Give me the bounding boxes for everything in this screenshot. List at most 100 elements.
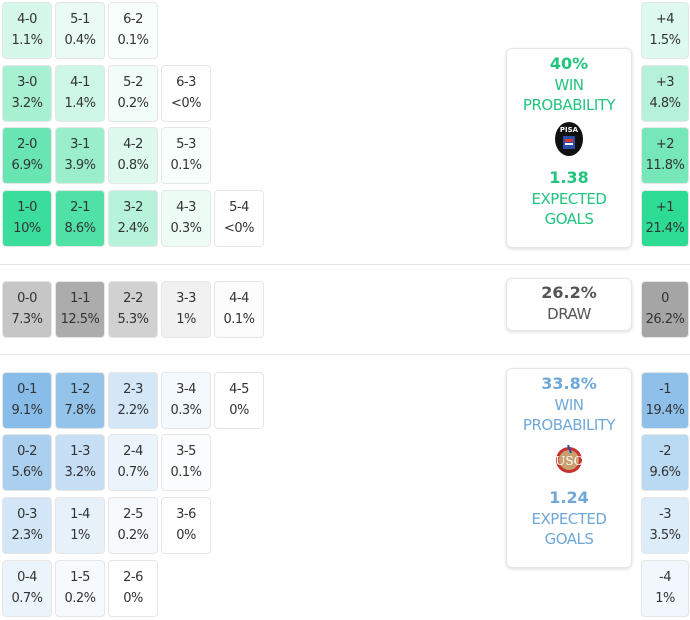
score-probability: 2.3% <box>11 528 43 543</box>
score-label: +3 <box>655 75 675 90</box>
away-score-cell: 0-4 0.7% <box>2 560 52 617</box>
draw-score-cell: 4-4 0.1% <box>214 281 264 338</box>
home-score-cell: 1-0 10% <box>2 190 52 247</box>
home-score-cell: +1 21.4% <box>641 190 689 247</box>
score-label: -2 <box>659 444 671 459</box>
score-label: 1-5 <box>70 570 90 585</box>
away-score-cell: -1 19.4% <box>641 372 689 429</box>
score-label: 3-4 <box>176 382 196 397</box>
away-score-cell: 2-5 0.2% <box>108 497 158 554</box>
score-probability: 1.1% <box>11 33 43 48</box>
home-score-cell: 3-0 3.2% <box>2 65 52 122</box>
draw-pct: 26.2% <box>541 283 597 302</box>
score-label: 4-5 <box>229 382 249 397</box>
score-label: 2-6 <box>123 570 143 585</box>
score-probability: 7.3% <box>11 312 43 327</box>
home-win-card: 40% WIN PROBABILITY PISA 1.38 EXPECTED G… <box>506 48 632 248</box>
score-label: 3-6 <box>176 507 196 522</box>
score-probability: 1% <box>70 528 90 543</box>
score-probability: 0.7% <box>11 591 43 606</box>
score-probability: 1.5% <box>649 33 681 48</box>
score-label: 3-2 <box>123 200 143 215</box>
away-score-cell: -4 1% <box>641 560 689 617</box>
home-score-cell: +4 1.5% <box>641 2 689 59</box>
home-score-cell: 5-2 0.2% <box>108 65 158 122</box>
draw-score-cell: 0 26.2% <box>641 281 689 338</box>
away-score-cell: 3-4 0.3% <box>161 372 211 429</box>
score-probability: 10% <box>13 221 41 236</box>
score-label: +2 <box>655 137 675 152</box>
pisa-logo-icon: PISA <box>555 122 583 156</box>
score-probability: 3.9% <box>64 158 96 173</box>
score-label: 0-2 <box>17 444 37 459</box>
score-label: 2-2 <box>123 291 143 306</box>
draw-label: DRAW <box>547 305 591 323</box>
home-score-cell: 4-2 0.8% <box>108 127 158 184</box>
score-label: 1-0 <box>17 200 37 215</box>
score-label: 3-0 <box>17 75 37 90</box>
score-label: +4 <box>655 12 675 27</box>
divider <box>0 354 690 355</box>
score-probability: 0.1% <box>170 465 202 480</box>
away-score-cell: 2-6 0% <box>108 560 158 617</box>
score-probability: 0% <box>176 528 196 543</box>
home-score-cell: 3-2 2.4% <box>108 190 158 247</box>
score-probability: 3.2% <box>64 465 96 480</box>
score-probability: 0.2% <box>117 96 149 111</box>
score-probability: 0.2% <box>64 591 96 606</box>
score-label: 5-3 <box>176 137 196 152</box>
score-label: 6-3 <box>176 75 196 90</box>
score-probability: 0.1% <box>117 33 149 48</box>
score-label: 3-3 <box>176 291 196 306</box>
score-probability: 0.3% <box>170 403 202 418</box>
home-xg: 1.38 <box>549 168 589 187</box>
home-win-label: WIN PROBABILITY <box>522 76 616 114</box>
away-score-cell: 1-4 1% <box>55 497 105 554</box>
draw-score-cell: 0-0 7.3% <box>2 281 52 338</box>
home-score-cell: +2 11.8% <box>641 127 689 184</box>
score-probability: 0.8% <box>117 158 149 173</box>
draw-score-cell: 3-3 1% <box>161 281 211 338</box>
score-probability: 19.4% <box>645 403 685 418</box>
score-label: 2-1 <box>70 200 90 215</box>
home-xg-label: EXPECTED GOALS <box>531 190 607 228</box>
score-probability: 11.8% <box>645 158 685 173</box>
score-label: 0-4 <box>17 570 37 585</box>
score-probability: 1% <box>176 312 196 327</box>
away-score-cell: 3-6 0% <box>161 497 211 554</box>
score-probability: 5.6% <box>11 465 43 480</box>
score-probability: 0.1% <box>223 312 255 327</box>
score-probability: 0.3% <box>170 221 202 236</box>
away-score-cell: -2 9.6% <box>641 434 689 491</box>
score-label: 1-1 <box>70 291 90 306</box>
score-label: 0 <box>661 291 669 306</box>
score-probability: 3.2% <box>11 96 43 111</box>
score-probability: 3.5% <box>649 528 681 543</box>
home-score-cell: 2-0 6.9% <box>2 127 52 184</box>
away-xg-label: EXPECTED GOALS <box>531 510 607 548</box>
score-label: 5-1 <box>70 12 90 27</box>
score-label: 0-1 <box>17 382 37 397</box>
divider <box>0 264 690 265</box>
home-score-cell: 6-3 <0% <box>161 65 211 122</box>
score-probability: 6.9% <box>11 158 43 173</box>
score-label: 5-2 <box>123 75 143 90</box>
away-score-cell: 1-5 0.2% <box>55 560 105 617</box>
away-win-card: 33.8% WIN PROBABILITY USC 1.24 EXPECTED … <box>506 368 632 568</box>
score-probability: 0.2% <box>117 528 149 543</box>
score-label: 4-0 <box>17 12 37 27</box>
score-label: 4-4 <box>229 291 249 306</box>
draw-score-cell: 2-2 5.3% <box>108 281 158 338</box>
score-probability: 21.4% <box>645 221 685 236</box>
svg-text:PISA: PISA <box>560 126 579 134</box>
score-probability: 9.1% <box>11 403 43 418</box>
score-probability: 9.6% <box>649 465 681 480</box>
score-probability: 4.8% <box>649 96 681 111</box>
score-probability: 0% <box>123 591 143 606</box>
score-probability: 0% <box>229 403 249 418</box>
score-probability: 12.5% <box>60 312 100 327</box>
score-label: 6-2 <box>123 12 143 27</box>
home-score-cell: 4-1 1.4% <box>55 65 105 122</box>
score-probability: 1.4% <box>64 96 96 111</box>
score-label: 2-4 <box>123 444 143 459</box>
